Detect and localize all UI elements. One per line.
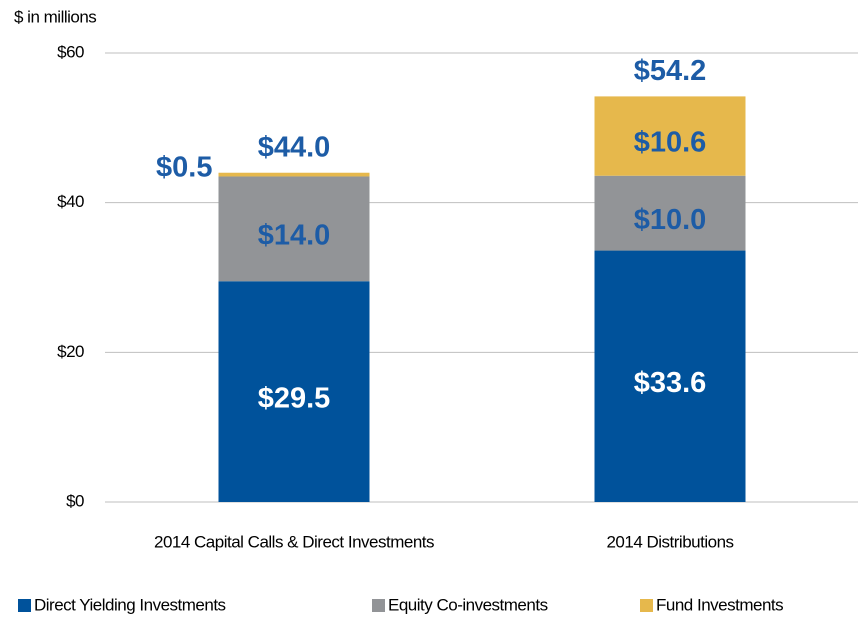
y-tick-label: $60: [57, 42, 84, 61]
bar-segment: [594, 96, 746, 176]
value-label: $10.0: [634, 204, 707, 236]
bar-segment: [218, 176, 370, 282]
bar-segment: [594, 175, 746, 251]
total-label: $44.0: [258, 131, 331, 163]
bar-segment: [218, 281, 370, 502]
y-axis-label: $ in millions: [14, 7, 96, 26]
x-tick-label: 2014 Capital Calls & Direct Investments: [154, 532, 434, 551]
value-label: $33.6: [634, 367, 707, 399]
value-label: $29.5: [258, 382, 331, 414]
y-tick-label: $40: [57, 192, 84, 211]
x-tick-label: 2014 Distributions: [606, 532, 733, 551]
legend-label: Direct Yielding Investments: [34, 595, 226, 614]
legend-swatch: [372, 599, 385, 612]
total-label: $54.2: [634, 55, 707, 87]
bar-segment: [594, 250, 746, 502]
value-label: $0.5: [156, 151, 212, 183]
y-tick-label: $0: [66, 491, 84, 510]
legend-label: Equity Co-investments: [388, 595, 548, 614]
legend-swatch: [640, 599, 653, 612]
bar-segment: [218, 172, 370, 177]
value-label: $14.0: [258, 220, 331, 252]
legend-label: Fund Investments: [656, 595, 783, 614]
y-tick-label: $20: [57, 342, 84, 361]
value-label: $10.6: [634, 127, 707, 159]
legend-swatch: [18, 599, 31, 612]
